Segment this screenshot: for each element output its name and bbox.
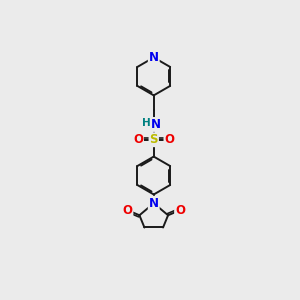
Text: N: N xyxy=(149,197,159,210)
Text: O: O xyxy=(133,133,143,146)
Text: H: H xyxy=(142,118,151,128)
Text: S: S xyxy=(149,133,158,146)
Text: O: O xyxy=(175,204,185,217)
Text: N: N xyxy=(151,118,161,131)
Text: O: O xyxy=(122,204,132,217)
Text: N: N xyxy=(149,51,159,64)
Text: O: O xyxy=(164,133,175,146)
